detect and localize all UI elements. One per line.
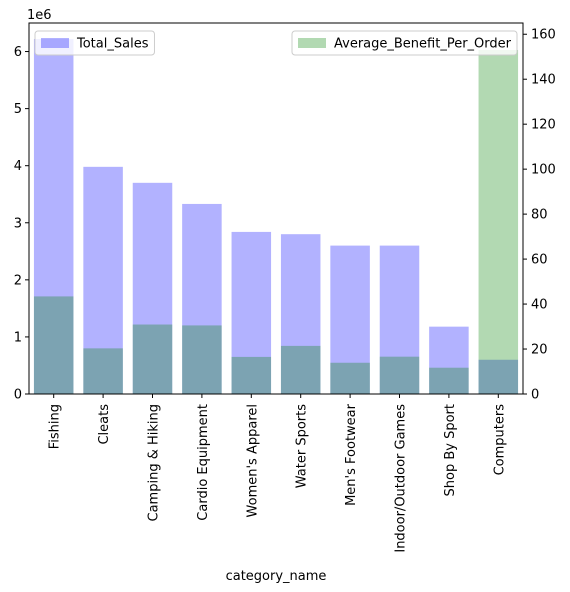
left-y-tick-label: 1 — [14, 330, 22, 345]
left-y-tick-label: 6 — [14, 45, 22, 60]
right-y-tick-label: 120 — [531, 118, 556, 133]
bar-average-benefit — [429, 367, 469, 394]
plot-frame — [28, 22, 524, 395]
x-tick-label: Cleats — [97, 404, 112, 445]
bar-average-benefit — [379, 356, 420, 394]
bar-total-sales — [231, 231, 272, 394]
x-tick-label: Fishing — [48, 404, 63, 449]
legend-swatch — [298, 38, 326, 48]
bar-total-sales — [182, 203, 222, 394]
x-tick-label: Camping & Hiking — [147, 404, 162, 521]
bar-average-benefit — [182, 325, 222, 394]
bar-total-sales — [132, 182, 173, 394]
right-y-tick-label: 160 — [531, 28, 556, 43]
x-tick-label: Shop By Sport — [443, 404, 458, 496]
legend-total-sales: Total_Sales — [34, 30, 155, 56]
x-axis-label: category_name — [226, 569, 327, 584]
left-y-tick-label: 5 — [14, 102, 22, 117]
right-y-tick-label: 80 — [531, 208, 548, 223]
x-tick-label: Men's Footwear — [344, 403, 359, 506]
left-y-tick-label: 3 — [14, 216, 22, 231]
bar-average-benefit — [33, 296, 74, 394]
bar-average-benefit — [132, 324, 173, 394]
right-y-tick-label: 20 — [531, 343, 548, 358]
legend-label: Average_Benefit_Per_Order — [334, 37, 512, 52]
bar-average-benefit — [83, 348, 123, 394]
bar-average-benefit — [231, 356, 272, 394]
bar-average-benefit — [280, 345, 321, 394]
right-y-tick-label: 40 — [531, 298, 548, 313]
bar-average-benefit — [330, 362, 370, 394]
bar-total-sales — [330, 245, 370, 394]
bar-average-benefit — [478, 49, 519, 395]
legend-box — [34, 30, 155, 56]
left-y-tick-label: 2 — [14, 273, 22, 288]
right-y-tick-label: 60 — [531, 253, 548, 268]
x-tick-label: Indoor/Outdoor Games — [394, 404, 409, 553]
left-y-axis-ticks: 0 1 2 3 4 5 6 — [14, 45, 29, 403]
x-tick-label: Women's Apparel — [245, 404, 260, 517]
bar-total-sales — [280, 234, 321, 394]
legend-swatch — [41, 38, 69, 48]
legend-average-benefit: Average_Benefit_Per_Order — [291, 30, 518, 56]
total-sales-bars — [33, 38, 519, 394]
right-y-tick-label: 140 — [531, 73, 556, 88]
bar-total-sales — [83, 166, 123, 394]
bar-total-sales — [429, 326, 469, 394]
right-y-tick-label: 0 — [531, 388, 539, 403]
average-benefit-bars — [33, 49, 519, 395]
right-y-axis-ticks: 0 20 40 60 80 100 120 140 160 — [523, 28, 556, 403]
legend-label: Total_Sales — [76, 37, 149, 52]
left-y-tick-label: 4 — [14, 159, 22, 174]
legend-box — [291, 30, 518, 56]
x-tick-label: Water Sports — [295, 404, 310, 488]
right-y-tick-label: 100 — [531, 163, 556, 178]
x-tick-label: Computers — [492, 404, 507, 476]
left-axis-scale-label: 1e6 — [27, 8, 52, 23]
x-tick-label: Cardio Equipment — [196, 404, 211, 521]
bar-total-sales — [379, 245, 420, 394]
bar-total-sales — [478, 359, 519, 394]
left-y-tick-label: 0 — [14, 388, 22, 403]
bar-total-sales — [33, 38, 74, 394]
x-axis-ticks: Fishing Cleats Camping & Hiking Cardio Equi… — [48, 394, 507, 553]
